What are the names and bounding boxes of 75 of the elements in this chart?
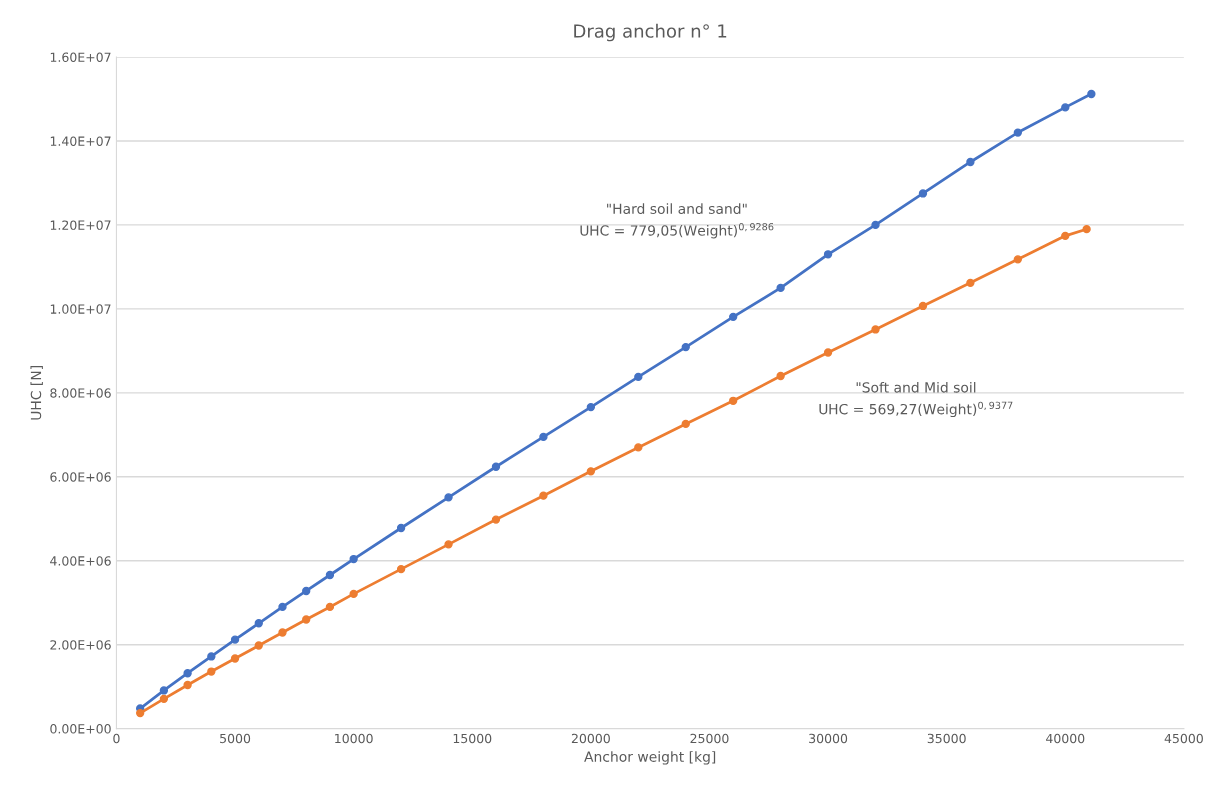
point [136, 708, 145, 718]
x-tick-label: 20000 [571, 733, 610, 744]
point [966, 278, 975, 288]
y-tick-label: 1.40E+07 [50, 136, 111, 146]
point [302, 586, 311, 596]
point [491, 515, 501, 524]
point [325, 602, 335, 612]
x-axis-title: Anchor weight [kg] [584, 751, 716, 765]
point [918, 189, 928, 198]
point [278, 628, 287, 637]
point [278, 602, 287, 612]
x-tick-label: 10000 [335, 733, 373, 744]
point [729, 396, 738, 405]
point [776, 371, 785, 381]
point [302, 615, 311, 624]
point [159, 694, 169, 704]
point [183, 680, 192, 690]
point [1082, 224, 1091, 234]
point [1061, 231, 1070, 241]
point [681, 342, 690, 352]
x-tick-label: 15000 [453, 733, 492, 744]
point [491, 462, 501, 471]
x-tick-label: 5000 [220, 733, 251, 744]
point [207, 667, 216, 676]
point [444, 540, 453, 549]
point [1013, 255, 1023, 264]
y-tick-label: 1.20E+07 [50, 220, 111, 230]
point [966, 157, 975, 167]
point [349, 589, 358, 599]
point [254, 619, 263, 628]
point [918, 301, 928, 311]
point [634, 372, 643, 382]
y-tick-label: 0.00E+00 [50, 724, 111, 734]
x-tick-label: 0 [113, 733, 120, 744]
point [159, 686, 169, 695]
point [207, 652, 216, 661]
point [444, 493, 453, 502]
y-tick-label: 8.00E+06 [50, 388, 111, 398]
point [396, 564, 406, 574]
point [823, 348, 833, 357]
point [634, 443, 643, 452]
point [349, 554, 358, 564]
point [871, 220, 880, 230]
point [729, 312, 738, 322]
point [183, 669, 192, 678]
annotation: "Soft and Mid soil UHC = 569,27(Weight)$^{0,9377}$ [819, 381, 1013, 418]
x-tick-label: 30000 [809, 733, 848, 744]
y-tick-label: 1.60E+07 [50, 52, 111, 62]
y-axis-title: UHC [N] [30, 366, 43, 420]
point [823, 250, 833, 259]
point [1087, 89, 1096, 99]
point [254, 641, 263, 650]
y-tick-label: 4.00E+06 [50, 556, 111, 566]
y-tick-label: 1.00E+07 [50, 304, 111, 314]
annotation: "Hard soil and sand" UHC = 779,05(Weight)$^{0,9286}$ [580, 203, 774, 239]
point [586, 467, 596, 476]
point [230, 635, 240, 644]
point [681, 419, 690, 429]
point [539, 432, 548, 442]
y-tick-label: 6.00E+06 [50, 472, 111, 482]
x-tick-label: 35000 [927, 733, 966, 744]
x-tick-label: 40000 [1046, 733, 1085, 744]
point [539, 491, 548, 500]
point [776, 283, 785, 293]
point [230, 654, 240, 663]
x-tick-label: 25000 [690, 733, 729, 744]
point [325, 570, 335, 580]
y-tick-label: 2.00E+06 [50, 640, 111, 650]
x-tick-label: 45000 [1164, 733, 1203, 744]
point [396, 523, 406, 533]
point [1061, 103, 1070, 112]
point [1013, 128, 1023, 137]
point [586, 402, 596, 412]
point [871, 325, 880, 334]
chart-title: Drag anchor n° 1 [574, 23, 727, 42]
